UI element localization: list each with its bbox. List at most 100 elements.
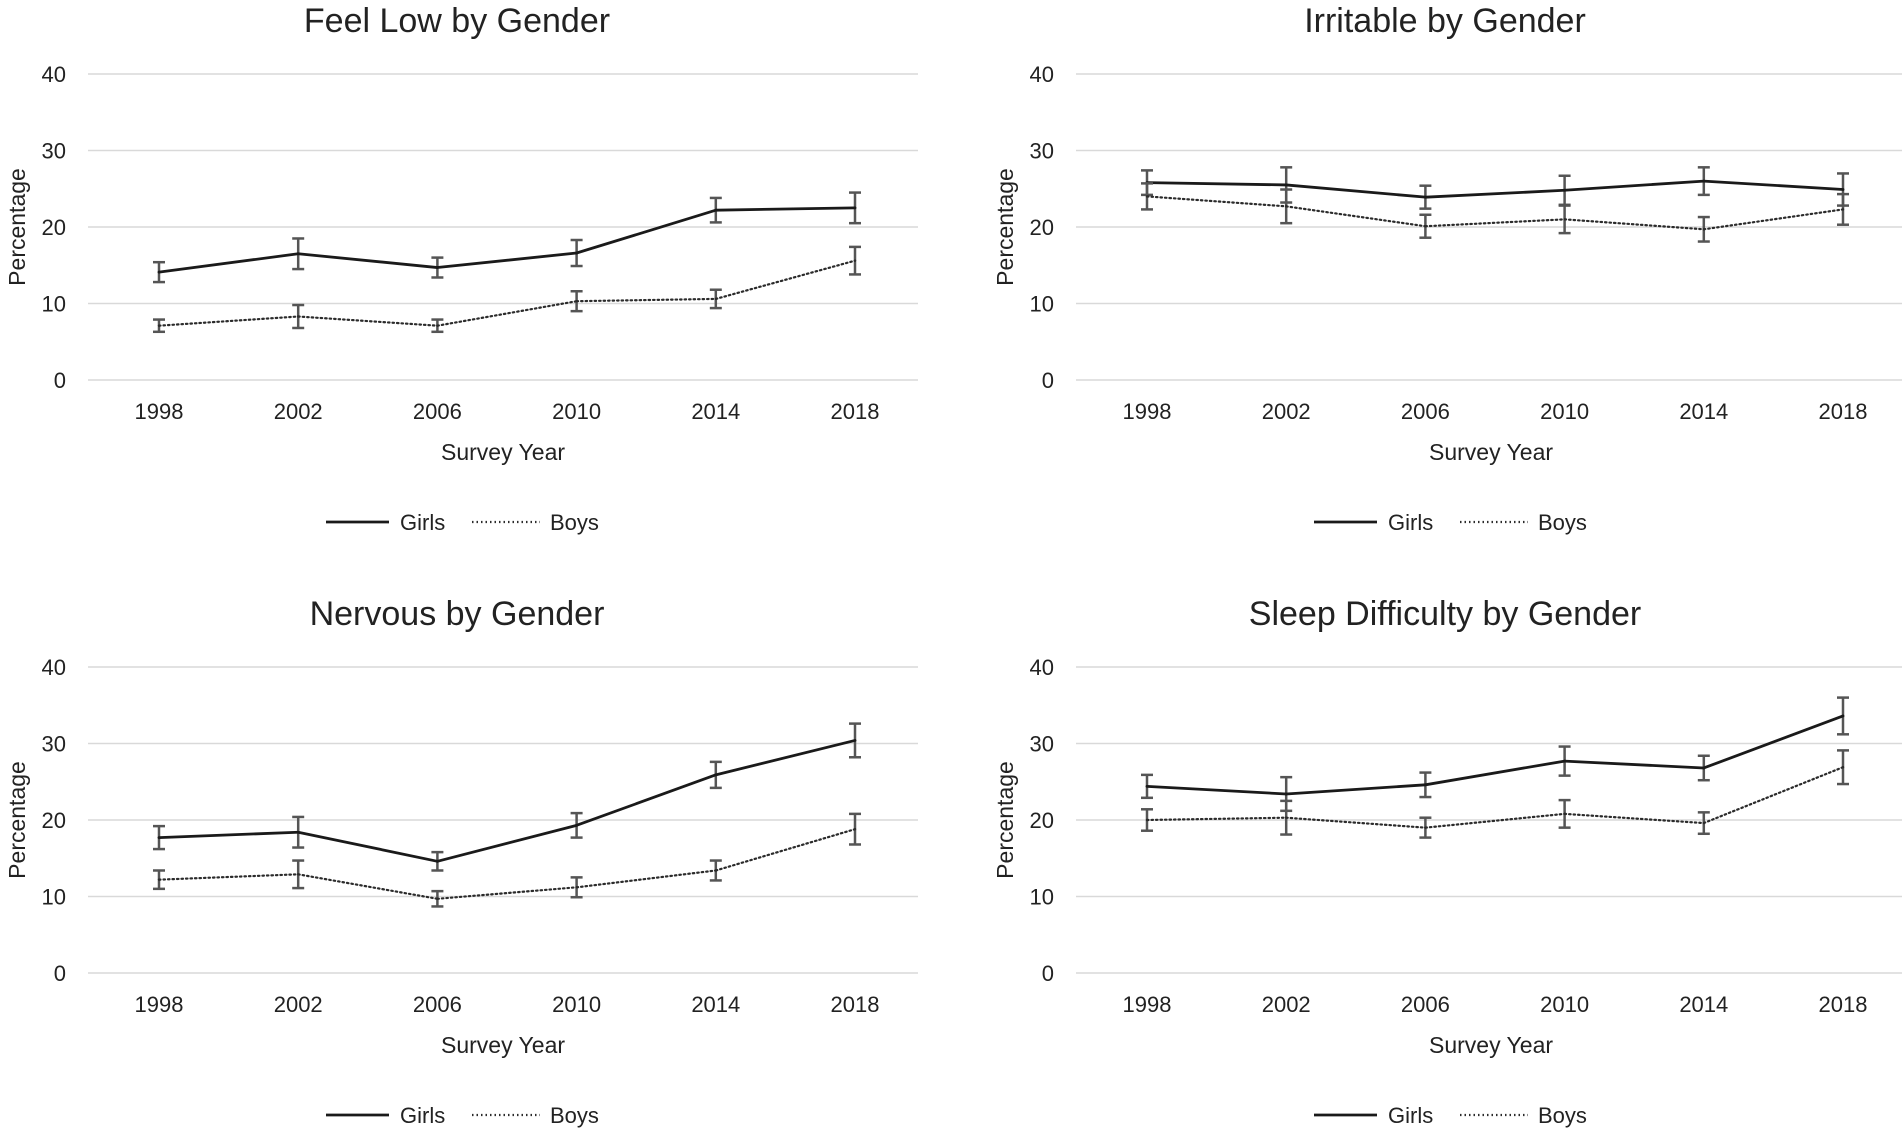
legend: Girls Boys [326,510,599,535]
series-line-segment [1284,783,1427,796]
legend-label-girls: Girls [1388,510,1433,535]
data-point [1841,208,1845,211]
x-tick-label: 2002 [274,992,323,1017]
gridlines [1076,666,1902,974]
data-point [1563,759,1566,763]
x-tick-label: 2010 [1540,992,1589,1017]
x-tick-label: 2006 [413,992,462,1017]
series-line-segment [1563,218,1705,231]
series-line-segment [1423,188,1566,199]
series-line-segment [1145,816,1288,822]
series-boys [1141,182,1849,243]
y-tick-label: 40 [42,655,66,680]
data-point [157,878,161,881]
series-line-segment [1702,208,1845,231]
x-axis-ticks: 1998 2002 2006 2010 2014 2018 [135,992,880,1017]
data-point [1563,189,1566,192]
gridlines [88,73,918,381]
series-line-segment [436,300,578,327]
data-point [575,886,578,889]
y-tick-label: 0 [1042,961,1054,986]
chart-title: Nervous by Gender [310,595,605,633]
series-line-segment [1284,183,1427,199]
data-point [853,827,857,831]
y-axis-ticks: 0 10 20 30 40 [1030,655,1054,986]
y-tick-label: 20 [42,215,66,240]
data-point [575,824,578,827]
series-line-segment [1563,179,1706,192]
x-tick-label: 2002 [1262,992,1311,1017]
legend-label-girls: Girls [400,1103,445,1128]
chart-panel-4: Sleep Difficulty by Gender 0 10 20 30 40 1998 2… [992,595,1902,1128]
y-tick-label: 0 [54,961,66,986]
series-line-segment [714,828,857,872]
x-tick-label: 2014 [691,992,740,1017]
y-axis-label: Percentage [992,761,1018,879]
x-axis-label: Survey Year [441,1032,565,1058]
y-axis-label: Percentage [4,761,30,879]
chart-title: Sleep Difficulty by Gender [1249,595,1641,633]
data-point [714,297,717,301]
data-point [714,208,717,212]
legend: Girls Boys [1314,510,1587,535]
x-tick-label: 2018 [831,399,880,424]
series-line-segment [157,873,300,881]
data-point [714,773,717,777]
x-tick-label: 2010 [1540,399,1589,424]
x-axis-ticks: 1998 2002 2006 2010 2014 2018 [1123,992,1868,1017]
data-point [1145,785,1149,788]
series-line-segment [575,773,718,827]
series-line-segment [1563,759,1706,770]
series-girls [153,191,861,284]
legend-label-girls: Girls [400,510,445,535]
data-point [436,897,439,900]
series-line-segment [296,830,439,863]
data-point [436,266,439,269]
series-line-segment [436,886,578,900]
legend-label-boys: Boys [1538,1103,1587,1128]
x-tick-label: 1998 [1123,992,1172,1017]
x-tick-label: 2014 [1679,399,1728,424]
y-tick-label: 40 [42,62,66,87]
series-line-segment [1285,205,1427,228]
legend: Girls Boys [1314,1103,1587,1128]
y-tick-label: 20 [1030,808,1054,833]
data-point [714,869,717,872]
data-point [297,252,300,255]
data-point [157,836,161,839]
data-point [1424,225,1427,228]
y-tick-label: 0 [1042,368,1054,393]
y-tick-label: 10 [42,885,66,910]
data-point [575,300,578,303]
y-axis-label: Percentage [992,168,1018,286]
series-girls [153,722,861,872]
data-point [1145,818,1149,822]
data-point [575,251,578,255]
series-line-segment [1702,766,1845,825]
data-point [1702,228,1705,231]
series-line-segment [1424,812,1566,829]
chart-panel-2: Irritable by Gender 0 10 20 30 40 1998 2002 2006… [992,2,1902,535]
series-line-segment [297,873,439,900]
data-point [1145,195,1149,198]
data-point [1841,188,1845,191]
data-point [1424,195,1427,199]
series-line-segment [435,823,578,863]
y-axis-ticks: 0 10 20 30 40 [42,62,66,393]
series-boys [153,812,861,908]
y-tick-label: 30 [1030,139,1054,164]
series-line-segment [1423,759,1566,787]
chart-panel-3: Nervous by Gender 0 10 20 30 40 1998 2002 2006 20… [4,595,918,1128]
data-point [1424,783,1427,787]
series-line-segment [575,869,717,889]
data-point [853,739,857,742]
x-tick-label: 2014 [691,399,740,424]
data-point [853,259,857,262]
y-tick-label: 10 [1030,885,1054,910]
x-tick-label: 2006 [1401,992,1450,1017]
x-tick-label: 1998 [135,399,184,424]
data-point [1563,218,1566,221]
data-point [1841,766,1845,769]
x-tick-label: 2018 [1819,399,1868,424]
